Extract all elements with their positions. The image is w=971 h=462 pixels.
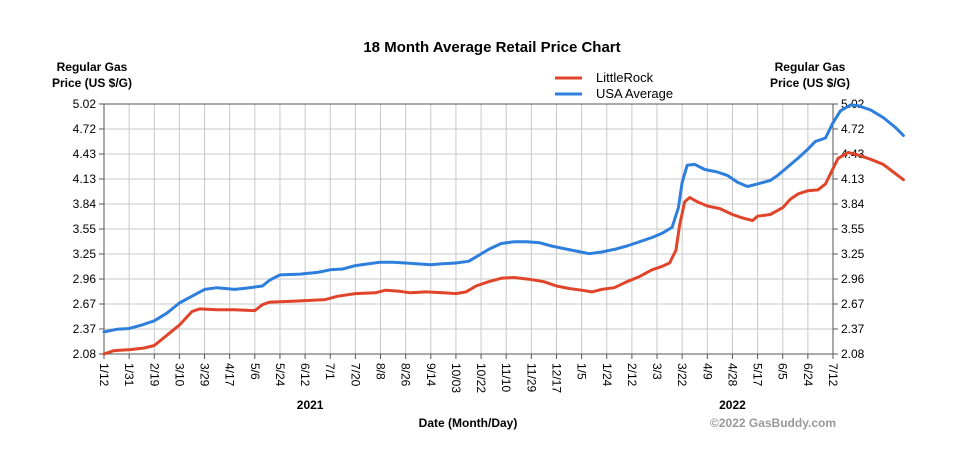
y-tick-label-left: 2.96 [73,272,97,286]
y-tick-label-left: 4.72 [73,122,97,136]
x-tick-label: 1/5 [575,363,589,380]
x-tick-label: 3/22 [675,363,689,387]
y-tick-label-right: 4.72 [841,122,865,136]
y-tick-label-left: 2.37 [73,322,97,336]
x-tick-label: 11/29 [524,363,538,392]
x-tick-label: 1/24 [600,363,614,387]
y-tick-label-right: 3.84 [841,197,865,211]
y-tick-label-right: 2.37 [841,322,865,336]
y-tick-label-left: 2.67 [73,297,97,311]
x-tick-label: 2/12 [625,363,639,387]
right-axis-title-line1: Regular Gas [775,60,846,74]
x-tick-label: 3/29 [198,363,212,387]
legend-label-littlerock: LittleRock [596,70,654,85]
year-label: 2022 [719,398,746,412]
series-line-littlerock [102,151,905,356]
left-y-axis: 5.02 4.72 4.43 4.13 3.84 3.55 3.25 2.96 2.67 2.37… [73,97,104,361]
x-tick-label: 1/31 [122,363,136,387]
x-tick-label: 4/17 [223,363,237,387]
x-tick-label: 6/12 [298,363,312,387]
y-tick-label-right: 4.13 [841,172,865,186]
year-labels: 2021 2022 [297,398,746,412]
left-axis-title-line1: Regular Gas [57,60,128,74]
y-tick-label-left: 4.13 [73,172,97,186]
x-tick-label: 6/5 [776,363,790,380]
year-label: 2021 [297,398,324,412]
right-y-axis: 5.024.724.434.133.843.553.252.962.672.37… [833,97,865,361]
x-tick-label: 2/19 [147,363,161,387]
x-tick-label: 3/10 [172,363,186,387]
x-axis-title: Date (Month/Day) [419,416,518,430]
x-tick-label: 5/6 [248,363,262,380]
x-tick-label: 5/24 [273,363,287,387]
y-tick-label-right: 2.67 [841,297,865,311]
x-tick-label: 7/20 [348,363,362,387]
x-tick-label: 6/24 [801,363,815,387]
watermark: ©2022 GasBuddy.com [710,416,836,430]
y-tick-label-left: 4.43 [73,147,97,161]
y-tick-label-right: 2.96 [841,272,865,286]
x-tick-label: 4/28 [725,363,739,387]
legend-label-usa-average: USA Average [596,86,673,101]
series-lines [102,103,905,356]
x-tick-label: 10/22 [474,363,488,393]
x-tick-label: 11/10 [499,363,513,392]
y-tick-label-left: 3.84 [73,197,97,211]
y-tick-label-left: 2.08 [73,347,97,361]
y-tick-label-right: 3.55 [841,222,865,236]
x-tick-label: 3/3 [650,363,664,380]
x-tick-label: 1/12 [97,363,111,387]
x-axis: 1/12 1/31 2/19 3/10 3/29 4/17 5/6 5/24 6/12 7/1 7/… [97,354,840,393]
series-line-usa-average [102,103,905,334]
x-tick-label: 4/9 [700,363,714,380]
chart-title: 18 Month Average Retail Price Chart [363,39,620,56]
x-tick-label: 7/1 [323,363,337,380]
y-tick-label-right: 3.25 [841,247,865,261]
x-tick-label: 12/17 [549,363,563,393]
x-tick-label: 7/12 [826,363,840,387]
x-tick-label: 10/03 [449,363,463,393]
right-axis-title-line2: Price (US $/G) [770,76,850,90]
y-tick-label-right: 2.08 [841,347,865,361]
x-tick-label: 9/14 [424,363,438,387]
y-tick-label-left: 3.55 [73,222,97,236]
x-tick-label: 8/8 [374,363,388,380]
x-tick-label: 5/17 [751,363,765,387]
x-tick-label: 8/26 [399,363,413,387]
grid [103,103,834,355]
left-axis-title-line2: Price (US $/G) [52,76,132,90]
y-tick-label-left: 5.02 [73,97,97,111]
legend: LittleRock USA Average [555,70,673,101]
y-tick-label-left: 3.25 [73,247,97,261]
